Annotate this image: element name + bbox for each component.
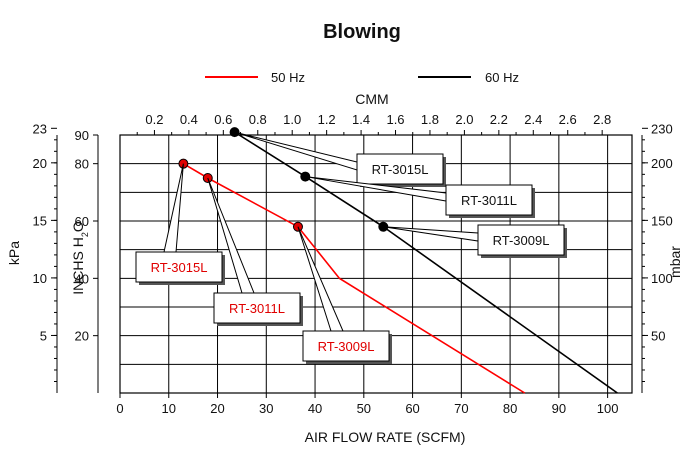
inches-tick-label: 40 — [75, 271, 89, 286]
x-tick-label: 30 — [259, 401, 273, 416]
cmm-tick-label: 0.2 — [145, 112, 163, 127]
legend: 50 Hz 60 Hz — [205, 70, 519, 85]
callout-label: RT-3009L — [318, 339, 375, 354]
cmm-tick-label: 1.0 — [283, 112, 301, 127]
callout-pointer — [163, 163, 184, 253]
callout-pointer — [234, 131, 358, 171]
callout-label: RT-3015L — [151, 260, 208, 275]
y-axis-kpa: 5 10 15 20 23 — [33, 121, 58, 393]
cmm-tick-label: 1.6 — [386, 112, 404, 127]
callout-box — [356, 153, 444, 185]
cmm-tick-label: 1.2 — [318, 112, 336, 127]
inches-tick-label: 60 — [75, 214, 89, 229]
x-tick-label: 70 — [454, 401, 468, 416]
callout-pointer — [297, 226, 344, 332]
x-tick-label: 0 — [116, 401, 123, 416]
callout-box — [445, 184, 533, 216]
mbar-tick-label: 50 — [651, 328, 665, 343]
kpa-tick-label: 20 — [33, 156, 47, 171]
mbar-tick-label: 230 — [651, 121, 673, 136]
callout-box — [477, 224, 565, 256]
series-line-60hz — [234, 131, 618, 394]
legend-label-60hz: 60 Hz — [485, 70, 519, 85]
mbar-tick-label: 150 — [651, 213, 673, 228]
inches-tick-label: 80 — [75, 157, 89, 172]
cmm-axis: 0.2 0.4 0.6 0.8 1.0 1.2 1.4 1.6 1.8 2.0 2.2 2.4 2.6 2… — [136, 112, 611, 135]
kpa-tick-label: 15 — [33, 213, 47, 228]
kpa-axis-title: kPa — [6, 241, 22, 265]
x-tick-label: 100 — [597, 401, 619, 416]
cmm-tick-label: 2.4 — [524, 112, 542, 127]
x-tick-label: 90 — [552, 401, 566, 416]
cmm-tick-label: 1.4 — [352, 112, 370, 127]
callout-pointer — [383, 226, 479, 242]
x-axis: 0 10 20 30 40 50 60 70 80 90 100 — [116, 393, 618, 416]
callout-box — [213, 292, 301, 324]
x-tick-label: 50 — [357, 401, 371, 416]
callout-label: RT-3011L — [229, 301, 285, 316]
inches-tick-label: 20 — [75, 329, 89, 344]
callout-box — [135, 251, 223, 283]
x-tick-label: 10 — [162, 401, 176, 416]
callout-box — [302, 330, 390, 362]
inches-tick-label: 90 — [75, 128, 89, 143]
callouts: RT-3015L RT-3011L RT-3009L RT-3015L RT-3011L… — [135, 131, 567, 364]
kpa-tick-label: 10 — [33, 271, 47, 286]
x-tick-label: 60 — [405, 401, 419, 416]
kpa-tick-label: 5 — [40, 328, 47, 343]
callout-label: RT-3011L — [461, 193, 517, 208]
cmm-axis-title: CMM — [355, 91, 388, 107]
mbar-tick-label: 100 — [651, 271, 673, 286]
mbar-axis-title: mbar — [667, 246, 683, 278]
legend-label-50hz: 50 Hz — [271, 70, 305, 85]
cmm-tick-label: 0.6 — [214, 112, 232, 127]
plot-frame — [119, 134, 633, 394]
kpa-tick-label: 23 — [33, 121, 47, 136]
cmm-tick-label: 0.4 — [180, 112, 198, 127]
cmm-tick-label: 0.8 — [249, 112, 267, 127]
x-axis-title: AIR FLOW RATE (SCFM) — [305, 429, 466, 445]
y-axis-mbar: 50 100 150 200 230 — [641, 121, 673, 393]
x-tick-label: 40 — [308, 401, 322, 416]
x-tick-label: 20 — [210, 401, 224, 416]
cmm-tick-label: 2.8 — [593, 112, 611, 127]
callout-label: RT-3009L — [493, 233, 550, 248]
chart-title: Blowing — [323, 21, 401, 43]
y-axis-title: INCHS H2O — [70, 221, 90, 295]
x-tick-label: 80 — [503, 401, 517, 416]
mbar-tick-label: 200 — [651, 156, 673, 171]
cmm-tick-label: 2.2 — [490, 112, 508, 127]
grid — [119, 135, 632, 393]
cmm-tick-label: 2.6 — [559, 112, 577, 127]
callout-label: RT-3015L — [372, 162, 429, 177]
cmm-tick-label: 1.8 — [421, 112, 439, 127]
cmm-tick-label: 2.0 — [455, 112, 473, 127]
y-axis-inches: 20 40 60 80 90 — [75, 128, 99, 393]
